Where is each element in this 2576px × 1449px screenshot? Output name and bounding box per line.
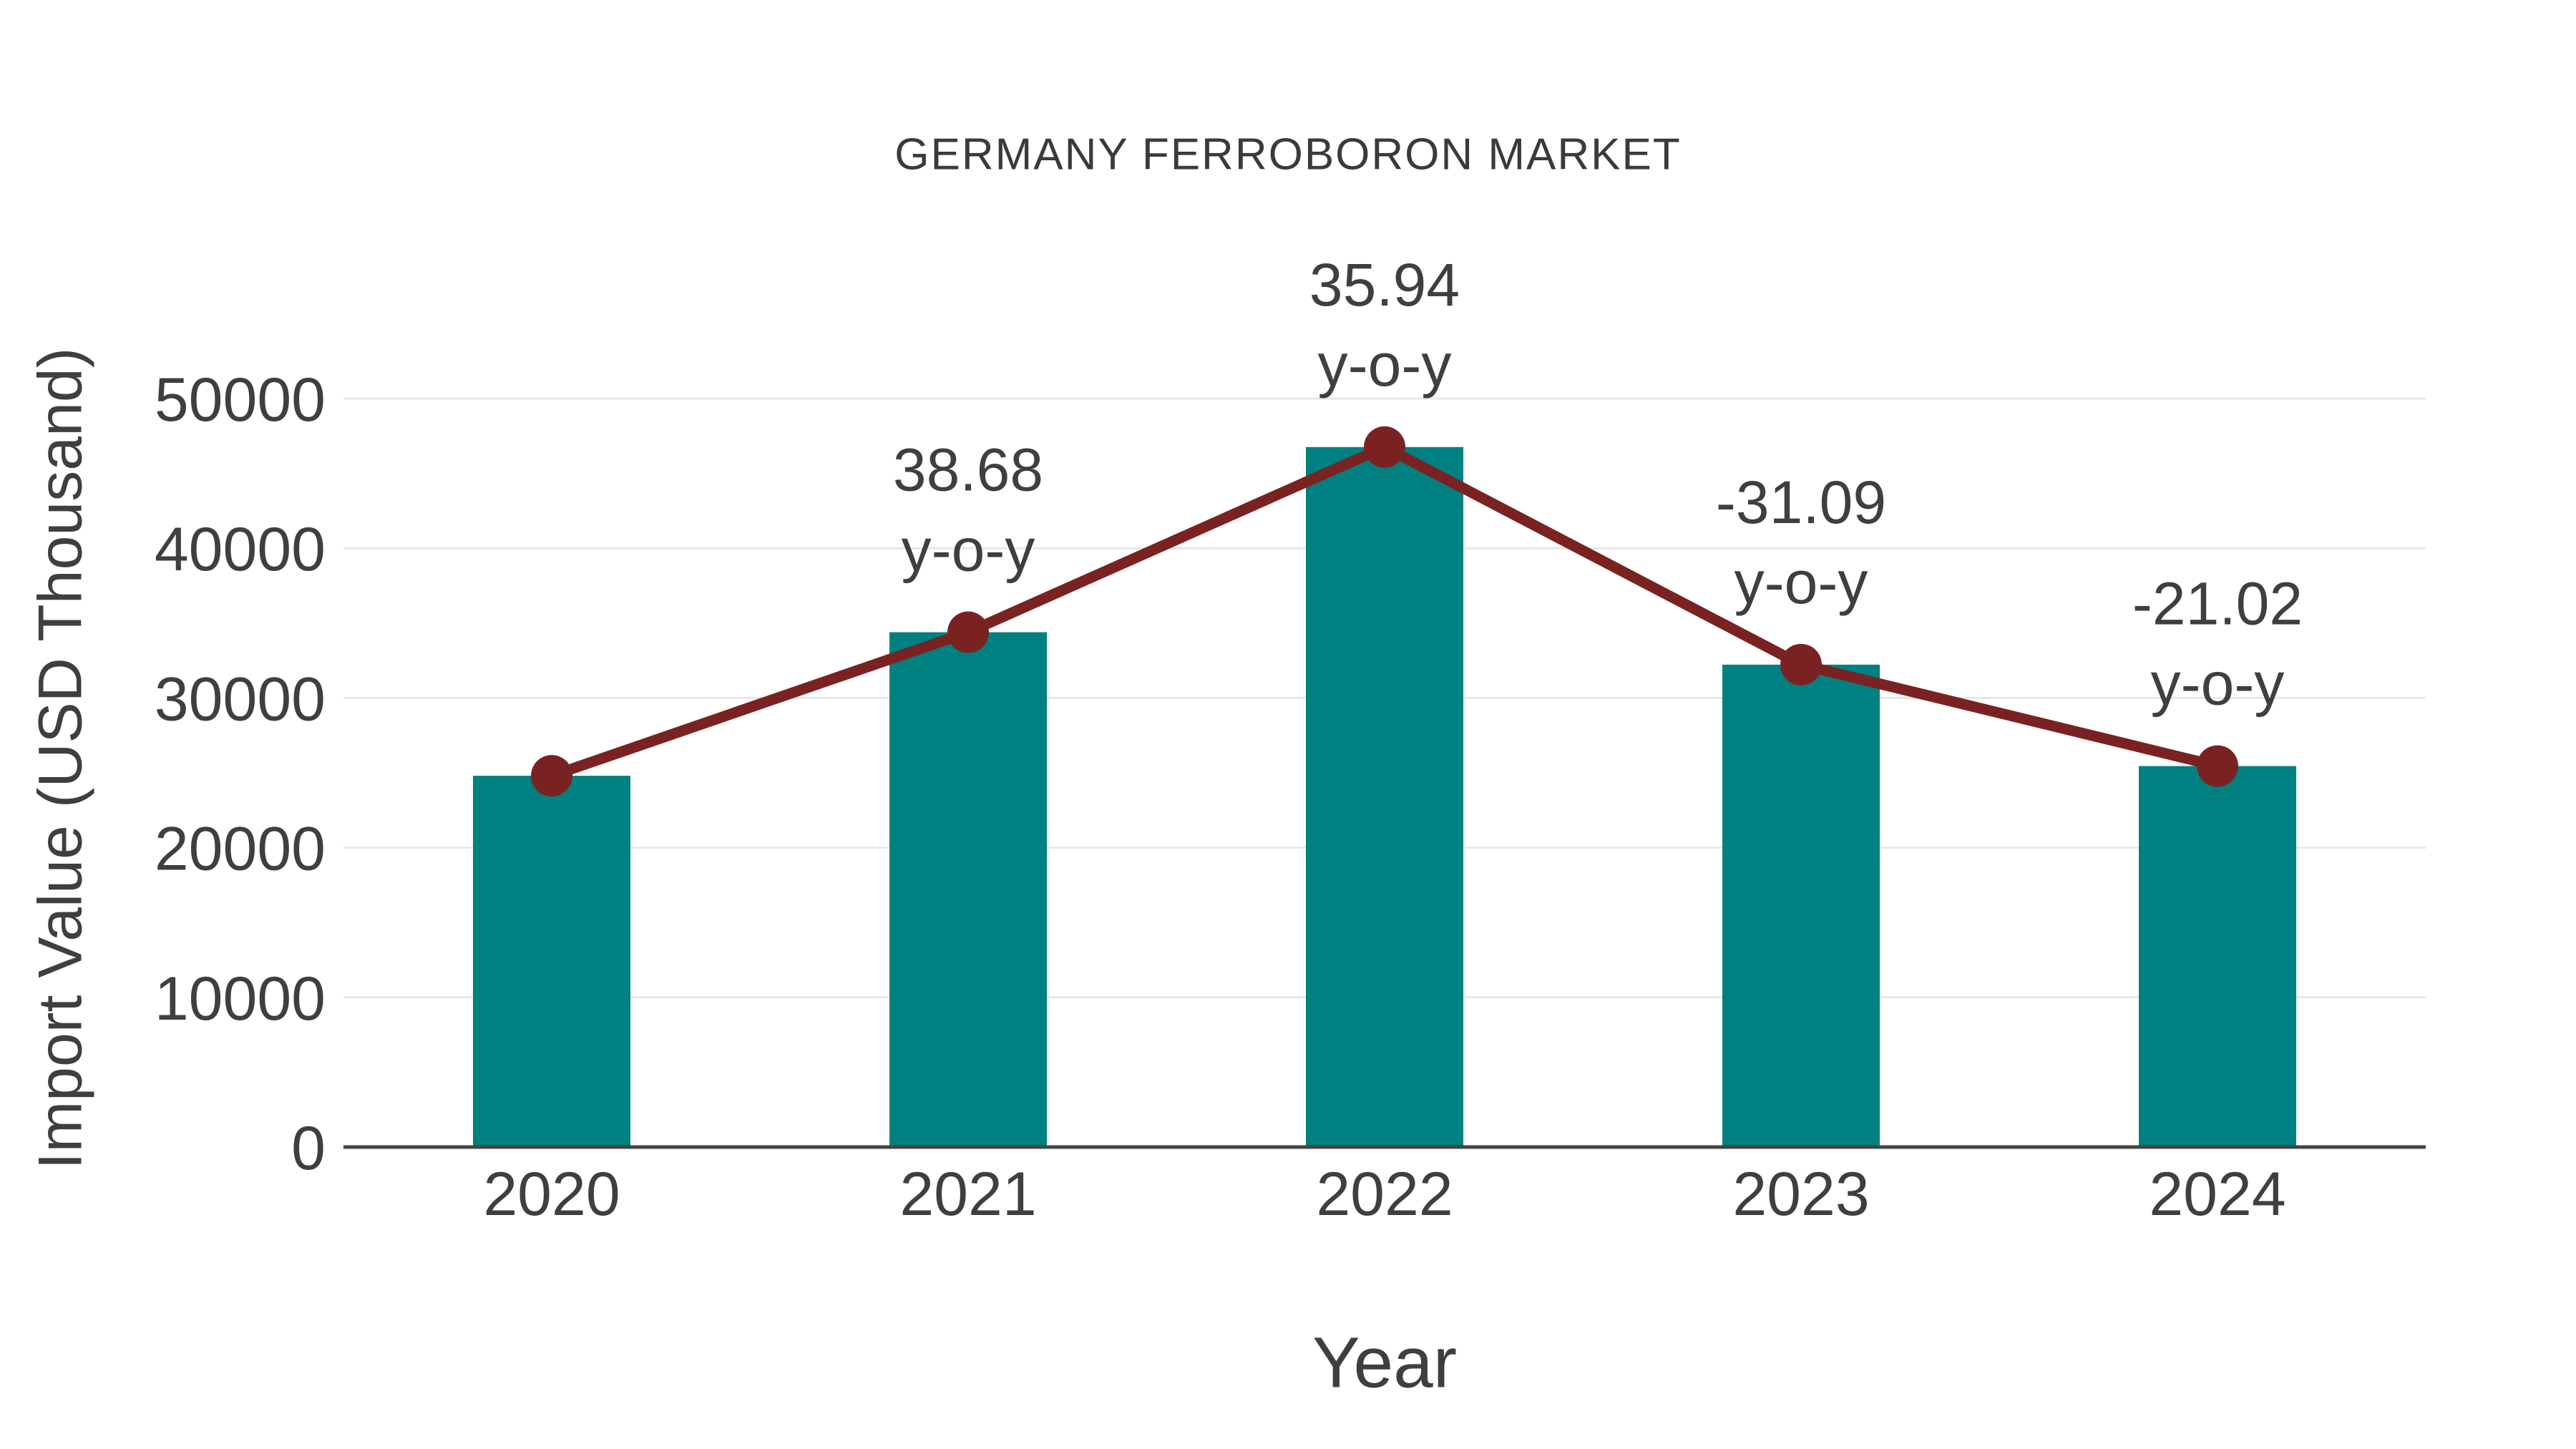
x-tick-label-2022: 2022 (1316, 1160, 1453, 1229)
y-tick-label-30000: 30000 (155, 665, 326, 733)
y-tick-label-20000: 20000 (155, 815, 326, 884)
y-tick-label-50000: 50000 (155, 366, 326, 434)
annotation-2021-value: 38.68 (893, 436, 1043, 504)
bar-2023 (1722, 664, 1880, 1147)
y-tick-label-40000: 40000 (155, 515, 326, 584)
x-tick-label-2021: 2021 (899, 1160, 1036, 1229)
marker-2024 (2197, 745, 2238, 787)
y-tick-label-0: 0 (291, 1114, 326, 1183)
y-tick-label-10000: 10000 (155, 965, 326, 1033)
bar-2021 (889, 632, 1047, 1147)
annotation-2021-label: y-o-y (902, 517, 1035, 584)
x-tick-label-2020: 2020 (483, 1160, 620, 1229)
chart-title: GERMANY FERROBORON MARKET (894, 130, 1682, 180)
x-tick-label-2023: 2023 (1732, 1160, 1869, 1229)
marker-2021 (947, 611, 989, 653)
annotation-2022-label: y-o-y (1318, 331, 1452, 399)
x-axis-title: Year (1312, 1322, 1458, 1403)
bar-2020 (473, 776, 630, 1147)
bar-2024 (2139, 766, 2296, 1147)
annotation-2023-label: y-o-y (1735, 549, 1868, 616)
marker-2022 (1364, 426, 1405, 468)
annotation-2024-label: y-o-y (2151, 650, 2285, 718)
x-tick-label-2024: 2024 (2149, 1160, 2285, 1229)
annotation-2023-value: -31.09 (1716, 469, 1886, 536)
marker-2023 (1780, 643, 1822, 686)
bar-2022 (1306, 447, 1463, 1147)
annotation-2022-value: 35.94 (1309, 251, 1460, 318)
annotation-2024-value: -21.02 (2132, 570, 2303, 638)
marker-2020 (531, 755, 572, 797)
